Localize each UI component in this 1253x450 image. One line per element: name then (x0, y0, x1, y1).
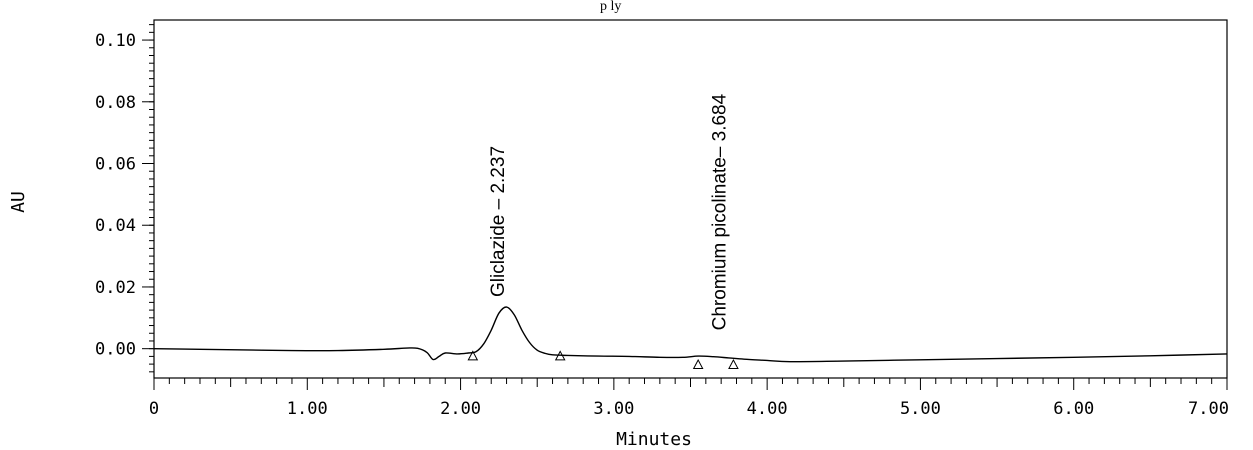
integration-markers (467, 350, 739, 370)
integration-marker (554, 350, 566, 361)
x-tick-label: 5.00 (900, 399, 941, 419)
peak-label: Gliclazide – 2.237 (488, 146, 509, 297)
integration-marker (692, 358, 704, 370)
y-tick-label: 0.08 (95, 93, 136, 113)
x-tick-label: 4.00 (747, 399, 788, 419)
x-tick-label: 1.00 (287, 399, 328, 419)
y-axis-ticks: 0.00 0.02 0.04 0.06 0.08 0.10 (95, 24, 154, 373)
x-tick-label: 7.00 (1188, 399, 1229, 419)
x-tick-label: 2.00 (440, 399, 481, 419)
x-axis-ticks: 0 1.00 2.00 3.00 4.00 5.00 6.00 7.00 (149, 378, 1229, 419)
plot-frame (153, 19, 1228, 379)
integration-marker (728, 358, 739, 370)
y-tick-label: 0.02 (95, 278, 136, 298)
x-tick-label: 3.00 (593, 399, 634, 419)
x-tick-label: 0 (149, 399, 159, 419)
y-tick-label: 0.00 (95, 340, 136, 360)
peak-annotations: Gliclazide – 2.237 Chromium picolinate– 3… (488, 93, 731, 330)
y-tick-label: 0.10 (95, 31, 136, 51)
top-caption-fragment: p ly (600, 0, 621, 14)
integration-marker (467, 350, 479, 361)
x-tick-label: 6.00 (1053, 399, 1094, 419)
y-tick-label: 0.06 (95, 155, 136, 175)
y-tick-label: 0.04 (95, 216, 136, 236)
y-axis-title: AU (8, 191, 29, 213)
chromatogram-trace (153, 306, 1228, 363)
peak-label: Chromium picolinate– 3.684 (710, 93, 731, 330)
x-axis-title: Minutes (616, 429, 692, 450)
